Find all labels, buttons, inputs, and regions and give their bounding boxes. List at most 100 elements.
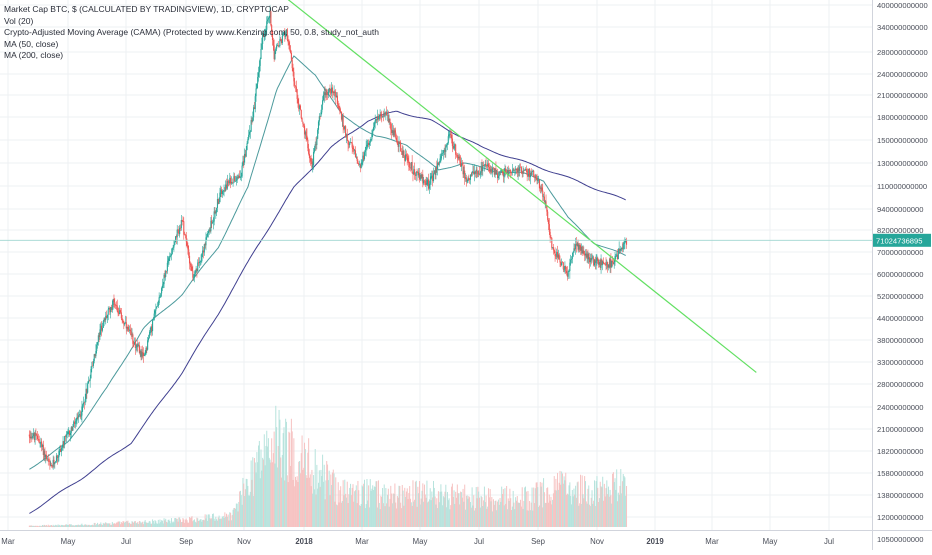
- candle-body: [423, 180, 425, 184]
- candle-body: [290, 49, 292, 53]
- volume-bar: [492, 499, 494, 527]
- candle-body: [535, 175, 537, 179]
- volume-bar: [421, 490, 423, 527]
- volume-bar: [304, 449, 306, 527]
- volume-bar: [193, 519, 195, 527]
- volume-bar: [250, 460, 252, 527]
- volume-bar: [575, 485, 577, 527]
- trendline[interactable]: [244, 0, 757, 373]
- volume-bar: [152, 519, 154, 527]
- volume-bar: [294, 486, 296, 527]
- candle-body: [424, 181, 426, 184]
- volume-bar: [518, 502, 520, 527]
- volume-bar: [203, 519, 204, 527]
- volume-bar: [368, 507, 370, 527]
- candle-body: [392, 130, 394, 136]
- volume-bar: [206, 514, 208, 527]
- candle-body: [50, 464, 52, 466]
- candle-body: [202, 250, 204, 254]
- candle-body: [412, 172, 414, 174]
- candle-body: [90, 369, 92, 379]
- candle-body: [244, 153, 246, 157]
- volume-bar: [494, 501, 496, 527]
- candle-body: [52, 459, 54, 467]
- volume-bar: [41, 525, 43, 527]
- volume-bar: [83, 524, 85, 527]
- candle-body: [100, 325, 102, 330]
- legend-ma-200[interactable]: MA (200, close): [4, 50, 64, 60]
- legend-volume[interactable]: Vol (20): [4, 15, 34, 26]
- candle-body: [66, 434, 68, 435]
- candle-body: [95, 350, 97, 357]
- legend-cama[interactable]: Crypto-Adjusted Moving Average (CAMA) (P…: [4, 27, 379, 37]
- volume-bar: [500, 501, 502, 527]
- candle-body: [278, 46, 280, 47]
- candle-body: [437, 162, 439, 165]
- volume-bar: [110, 524, 112, 527]
- volume-bar: [97, 522, 99, 527]
- candle-body: [537, 180, 539, 181]
- volume-bar: [552, 499, 554, 527]
- candle-body: [383, 113, 385, 117]
- volume-bar: [310, 486, 312, 527]
- volume-bar: [165, 518, 167, 527]
- candle-body: [96, 344, 98, 351]
- candle-body: [349, 142, 352, 143]
- candle-body: [379, 114, 381, 116]
- volume-bar: [313, 489, 315, 527]
- volume-bar: [197, 518, 199, 527]
- candle-body: [589, 258, 591, 263]
- volume-bar: [395, 502, 397, 527]
- legend-main[interactable]: Market Cap BTC, $ (CALCULATED BY TRADING…: [4, 4, 289, 14]
- candle-body: [533, 176, 536, 178]
- candle-body: [270, 11, 272, 26]
- volume-bar: [380, 495, 382, 527]
- candle-body: [536, 178, 538, 181]
- volume-bar: [215, 516, 217, 527]
- candle-body: [400, 143, 402, 152]
- candle-body: [193, 274, 196, 278]
- candle-body: [359, 164, 361, 165]
- candle-body: [28, 434, 30, 437]
- candle-body: [542, 190, 544, 197]
- candle-body: [570, 259, 572, 263]
- volume-bar: [327, 480, 329, 527]
- volume-bar: [223, 518, 225, 527]
- candle-body: [478, 173, 481, 175]
- candle-body: [220, 189, 222, 193]
- volume-bar: [607, 486, 609, 527]
- volume-bar: [585, 501, 587, 527]
- volume-bar: [51, 525, 53, 527]
- volume-bar: [255, 472, 257, 527]
- volume-bar: [101, 524, 103, 527]
- volume-bar: [139, 521, 141, 527]
- candle-body: [308, 153, 311, 159]
- volume-bar: [418, 493, 420, 527]
- candle-body: [478, 173, 480, 175]
- candle-body: [622, 243, 624, 250]
- candle-body: [541, 187, 543, 191]
- legend-ma-50[interactable]: MA (50, close): [4, 38, 59, 49]
- volume-bar: [592, 503, 594, 527]
- volume-bar: [449, 509, 451, 527]
- candle-body: [115, 305, 117, 306]
- volume-bar: [232, 509, 234, 527]
- volume-bar: [446, 492, 448, 527]
- volume-bar: [346, 481, 348, 527]
- volume-bar: [545, 503, 547, 527]
- volume-bar: [66, 524, 68, 527]
- volume-bar: [29, 525, 31, 527]
- candle-body: [446, 143, 449, 145]
- volume-bar: [116, 522, 118, 527]
- volume-bar: [167, 519, 169, 527]
- volume-bar: [354, 491, 356, 527]
- candle-body: [112, 299, 114, 306]
- candle-body: [480, 166, 482, 173]
- candle-body: [407, 157, 409, 162]
- volume-bar: [603, 483, 605, 527]
- candle-body: [547, 211, 549, 220]
- volume-bar: [203, 520, 205, 527]
- volume-bar: [402, 490, 404, 527]
- candle-body: [232, 182, 234, 184]
